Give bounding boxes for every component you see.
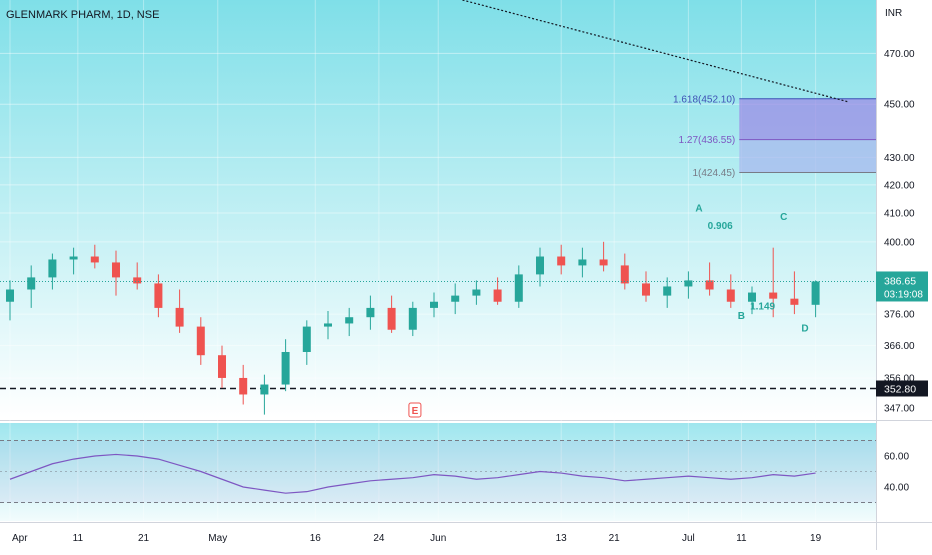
candle-body <box>769 292 778 299</box>
price-tick-label: 410.00 <box>884 208 915 219</box>
candle-body <box>451 295 460 302</box>
candle-body <box>408 307 417 330</box>
candle-body <box>90 256 99 263</box>
candle-body <box>27 277 36 290</box>
candle-body <box>472 289 481 296</box>
trendline <box>460 0 848 103</box>
candle-body <box>69 256 78 260</box>
time-axis[interactable]: Apr 11 21 May 16 24 Jun 13 21 Jul 11 19 <box>12 533 822 544</box>
wave-label: A <box>695 204 702 215</box>
candle-body <box>811 281 820 305</box>
last-price-label: 386.65 <box>884 275 916 287</box>
time-tick-label: May <box>208 533 227 544</box>
last-price-badge <box>876 271 928 302</box>
candle-body <box>748 292 756 302</box>
candle-body <box>260 384 269 395</box>
fib-level-label: 1.27(436.55) <box>679 135 736 146</box>
wave-label: D <box>801 323 808 334</box>
candle-body <box>684 280 693 287</box>
currency-label: INR <box>885 8 902 19</box>
price-tick-label: 450.00 <box>884 100 915 111</box>
candle-body <box>6 289 14 302</box>
price-pane-background <box>0 0 876 418</box>
wave-label: 0.906 <box>708 221 733 232</box>
candle-body <box>366 307 375 318</box>
candle-body <box>705 280 714 290</box>
candles <box>0 241 876 415</box>
time-tick-label: Apr <box>12 533 28 544</box>
price-tick-label: 366.00 <box>884 341 915 352</box>
candle-body <box>642 283 650 296</box>
fib-level-label: 1.618(452.10) <box>673 94 735 105</box>
time-tick-label: 21 <box>609 533 621 544</box>
candle-body <box>663 286 672 296</box>
time-tick-label: 13 <box>556 533 568 544</box>
rsi-tick-label: 40.00 <box>884 483 909 494</box>
support-price-label: 352.80 <box>884 383 916 395</box>
candle-body <box>514 274 523 302</box>
candle-body <box>112 262 120 278</box>
time-tick-label: 21 <box>138 533 150 544</box>
candle-body <box>620 265 629 284</box>
time-tick-label: 11 <box>73 533 84 544</box>
candle-body <box>430 301 438 308</box>
price-tick-label: 356.00 <box>884 373 915 384</box>
candle-body <box>345 317 354 324</box>
candle-body <box>196 326 205 356</box>
earnings-letter: E <box>412 406 419 417</box>
support-price-badge <box>876 380 928 397</box>
time-tick-label: 19 <box>810 533 822 544</box>
candle-body <box>387 307 396 330</box>
price-axis[interactable]: 470.00 450.00 430.00 420.00 410.00 400.00 376.… <box>876 49 928 494</box>
price-tick-label: 400.00 <box>884 237 915 248</box>
candle-body <box>726 289 735 302</box>
price-tick-label: 347.00 <box>884 403 915 414</box>
earnings-icon <box>408 402 422 418</box>
candle-body <box>218 355 226 378</box>
wave-label: B <box>738 311 745 322</box>
candle-body <box>790 298 799 305</box>
fib-zone-lower <box>739 139 876 173</box>
candle-body <box>536 256 544 275</box>
candle-body <box>281 351 290 385</box>
candle-body <box>578 259 587 266</box>
bar-countdown-label: 03:19:08 <box>884 289 923 300</box>
time-tick-label: Jun <box>430 533 446 544</box>
candle-body <box>599 259 608 266</box>
rsi-tick-label: 60.00 <box>884 452 909 463</box>
wave-label: C <box>780 212 787 223</box>
trendline-dotted <box>460 0 848 103</box>
time-tick-label: 16 <box>310 533 322 544</box>
candle-body <box>133 277 142 284</box>
time-tick-label: 24 <box>373 533 385 544</box>
wave-label: 1.149 <box>750 301 775 312</box>
price-tick-label: 470.00 <box>884 49 915 60</box>
grid-lines <box>0 0 876 520</box>
candle-body <box>493 289 502 302</box>
candle-body <box>239 377 248 395</box>
fib-extension-zone: 1.618(452.10) 1.27(436.55) 1(424.45) <box>673 94 876 179</box>
time-tick-label: Jul <box>682 533 695 544</box>
candle-body <box>175 307 184 327</box>
price-tick-label: 420.00 <box>884 180 915 191</box>
earnings-marker[interactable]: E <box>408 402 422 418</box>
candle-body <box>557 256 566 266</box>
price-tick-label: 376.00 <box>884 310 915 321</box>
price-tick-label: 430.00 <box>884 153 915 164</box>
fib-level-label: 1(424.45) <box>692 168 735 179</box>
chart-title: GLENMARK PHARM, 1D, NSE <box>6 9 159 21</box>
rsi-line <box>9 453 816 494</box>
fib-zone-upper <box>739 98 876 140</box>
candle-body <box>48 259 57 278</box>
wave-labels: A 0.906 C B 1.149 D <box>695 204 808 335</box>
candle-body <box>302 326 311 352</box>
candle-body <box>324 323 332 327</box>
candle-body <box>154 283 163 308</box>
rsi-indicator <box>0 440 876 503</box>
time-tick-label: 11 <box>736 533 747 544</box>
